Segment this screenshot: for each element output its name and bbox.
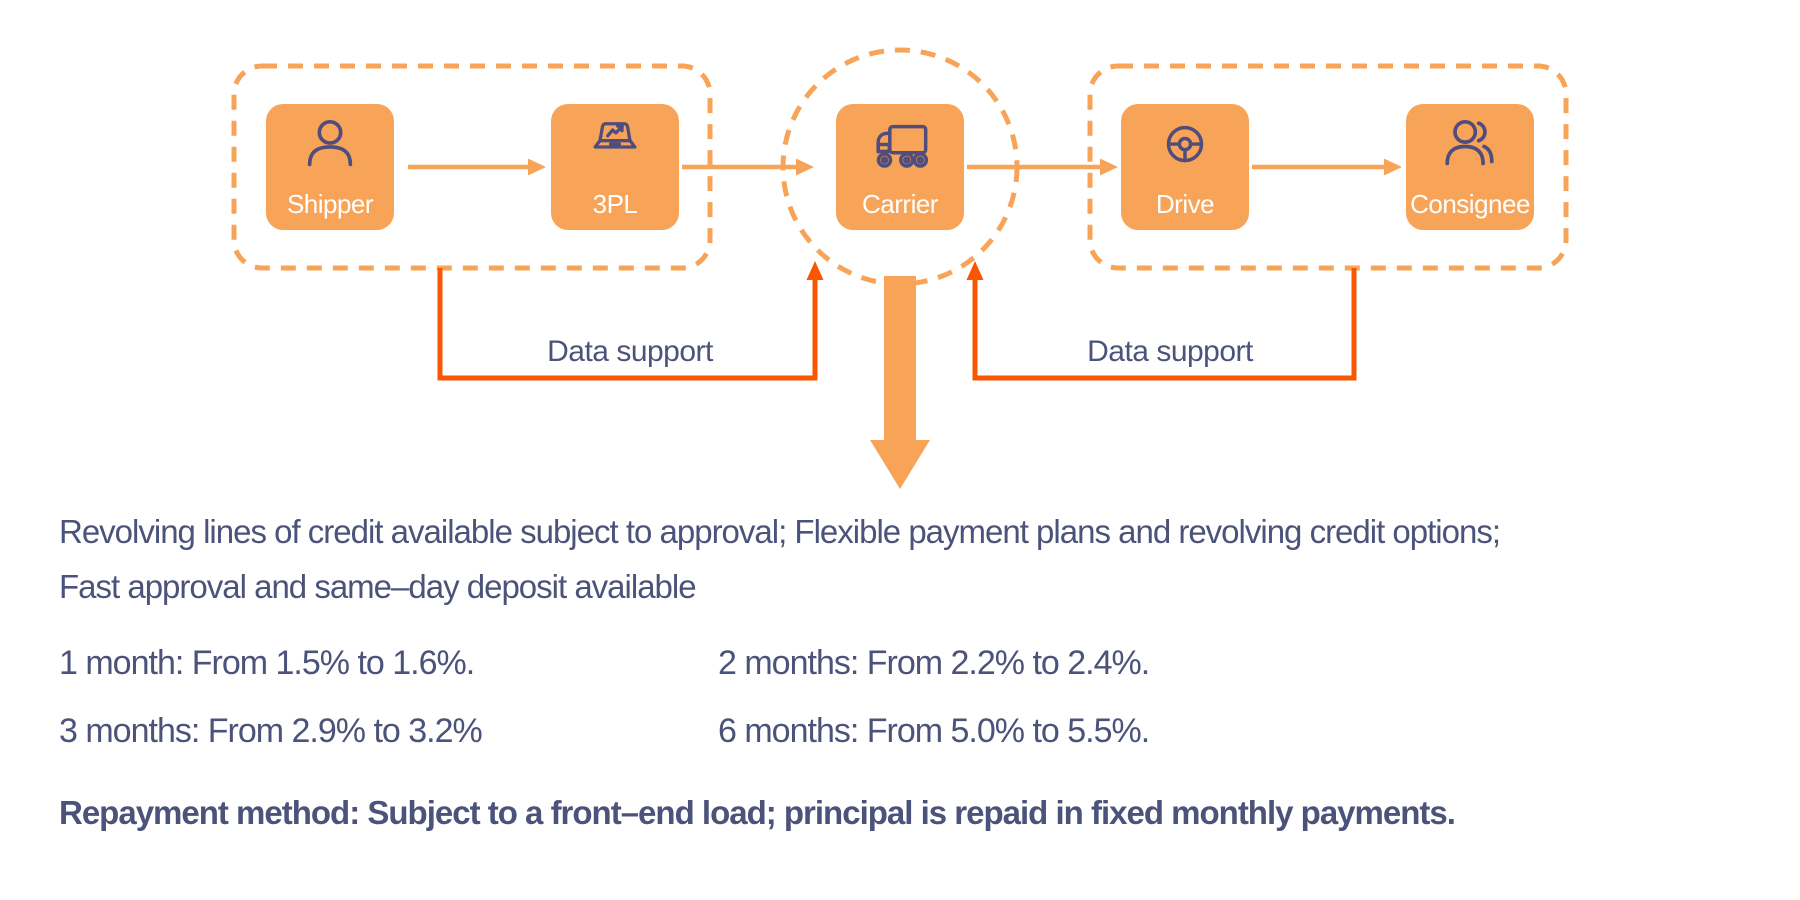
node-label: Shipper bbox=[286, 189, 374, 219]
node-carrier: Carrier bbox=[836, 104, 964, 230]
person-icon bbox=[307, 119, 353, 167]
data-support-line-right bbox=[972, 268, 1357, 381]
steering-wheel-icon bbox=[1166, 125, 1204, 163]
node-label: Drive bbox=[1155, 189, 1215, 219]
node-shipper: Shipper bbox=[266, 104, 394, 230]
node-label: Consignee bbox=[1410, 189, 1530, 219]
node-drive: Drive bbox=[1121, 104, 1249, 230]
laptop-chart-icon bbox=[593, 122, 637, 149]
rate-1-month: 1 month: From 1.5% to 1.6%. bbox=[59, 644, 475, 682]
data-support-line-left bbox=[437, 268, 818, 381]
rate-2-months: 2 months: From 2.2% to 2.4%. bbox=[718, 644, 1150, 682]
repayment-method-text: Repayment method: Subject to a front–end… bbox=[59, 794, 1456, 831]
node-label: 3PL bbox=[592, 189, 638, 219]
flow-arrowheads bbox=[528, 158, 1402, 176]
dashed-group-left bbox=[231, 63, 713, 271]
data-support-label-left: Data support bbox=[547, 335, 713, 368]
rate-6-months: 6 months: From 5.0% to 5.5%. bbox=[718, 712, 1150, 750]
data-support-arrowheads bbox=[806, 261, 984, 280]
rate-3-months: 3 months: From 2.9% to 3.2% bbox=[59, 712, 483, 750]
credit-terms-paragraph: Revolving lines of credit available subj… bbox=[59, 504, 1501, 614]
connector-layer bbox=[231, 47, 1569, 489]
people-icon bbox=[1445, 119, 1494, 166]
data-support-label-right: Data support bbox=[1087, 335, 1253, 368]
credit-terms-line1: Revolving lines of credit available subj… bbox=[59, 513, 1501, 550]
node-label: Carrier bbox=[862, 189, 938, 219]
dashed-group-right bbox=[1087, 63, 1569, 271]
node-3pl: 3PL bbox=[551, 104, 679, 230]
big-down-arrow bbox=[870, 276, 930, 489]
node-consignee: Consignee bbox=[1406, 104, 1534, 230]
rate-table: 1 month: From 1.5% to 1.6%. 2 months: Fr… bbox=[59, 644, 1150, 750]
truck-icon bbox=[876, 124, 929, 168]
credit-terms-line2: Fast approval and same–day deposit avail… bbox=[59, 568, 697, 605]
